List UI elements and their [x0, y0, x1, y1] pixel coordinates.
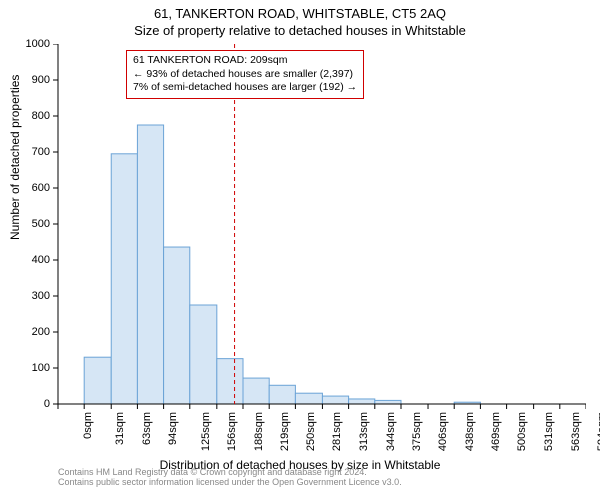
annotation-box: 61 TANKERTON ROAD: 209sqm ← 93% of detac… — [126, 50, 364, 99]
annotation-line3: 7% of semi-detached houses are larger (1… — [133, 81, 357, 95]
x-tick: 344sqm — [385, 412, 397, 451]
x-tick: 438sqm — [464, 412, 476, 451]
x-tick: 94sqm — [167, 412, 179, 445]
x-tick: 500sqm — [517, 412, 529, 451]
x-tick: 125sqm — [200, 412, 212, 451]
annotation-line1: 61 TANKERTON ROAD: 209sqm — [133, 54, 357, 68]
x-tick: 281sqm — [332, 412, 344, 451]
y-tick: 300 — [32, 290, 50, 302]
y-tick: 400 — [32, 254, 50, 266]
x-tick: 250sqm — [305, 412, 317, 451]
x-tick: 375sqm — [411, 412, 423, 451]
x-tick: 563sqm — [570, 412, 582, 451]
annotation-line2: ← 93% of detached houses are smaller (2,… — [133, 68, 357, 82]
y-tick: 700 — [32, 146, 50, 158]
plot-area: 61 TANKERTON ROAD: 209sqm ← 93% of detac… — [58, 44, 586, 404]
chart-container: 61, TANKERTON ROAD, WHITSTABLE, CT5 2AQ … — [0, 0, 600, 500]
y-tick: 500 — [32, 218, 50, 230]
y-tick: 200 — [32, 326, 50, 338]
x-tick: 594sqm — [596, 412, 600, 451]
x-tick: 156sqm — [226, 412, 238, 451]
x-tick: 31sqm — [114, 412, 126, 445]
y-tick: 1000 — [26, 38, 50, 50]
x-tick: 313sqm — [359, 412, 371, 451]
y-tick: 100 — [32, 362, 50, 374]
x-tick: 188sqm — [253, 412, 265, 451]
x-tick: 0sqm — [82, 412, 94, 439]
y-tick: 800 — [32, 110, 50, 122]
y-axis-label: Number of detached properties — [8, 75, 22, 240]
x-tick: 469sqm — [490, 412, 502, 451]
chart-title-line2: Size of property relative to detached ho… — [0, 23, 600, 38]
x-tick: 406sqm — [437, 412, 449, 451]
y-tick: 0 — [44, 398, 50, 410]
footnote: Contains HM Land Registry data © Crown c… — [58, 468, 402, 488]
x-tick: 219sqm — [279, 412, 291, 451]
y-tick: 900 — [32, 74, 50, 86]
footnote-line2: Contains public sector information licen… — [58, 478, 402, 488]
y-tick: 600 — [32, 182, 50, 194]
x-tick: 531sqm — [543, 412, 555, 451]
chart-title-line1: 61, TANKERTON ROAD, WHITSTABLE, CT5 2AQ — [0, 6, 600, 21]
x-tick: 63sqm — [141, 412, 153, 445]
